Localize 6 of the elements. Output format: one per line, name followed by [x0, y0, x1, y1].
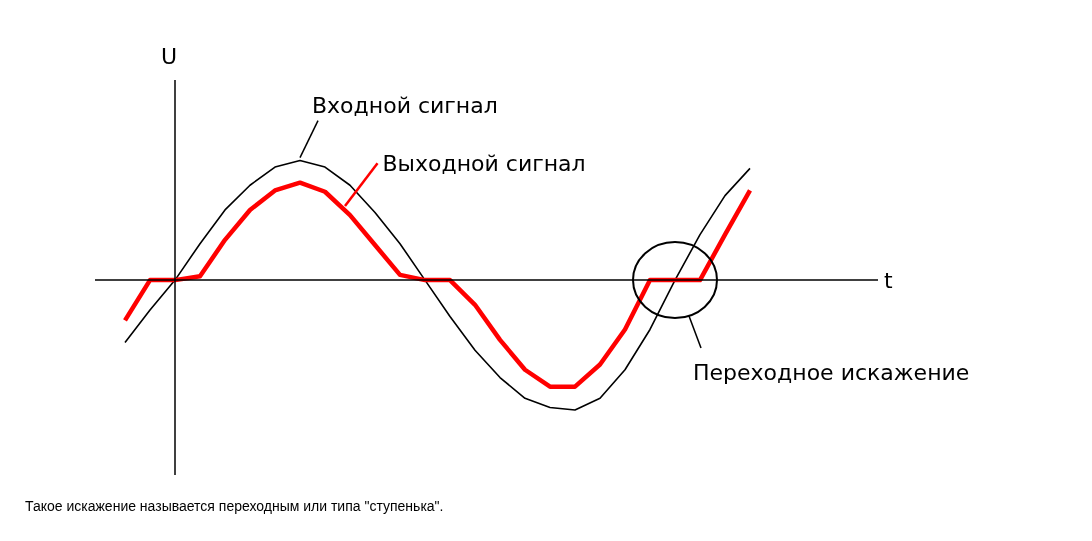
text: Входной сигнал: [312, 92, 498, 118]
x-axis-title: t: [884, 268, 893, 294]
annotation: Переходное искажение: [693, 360, 970, 386]
text: Такое искажение называется переходным или типа "ступенька".: [25, 498, 444, 514]
y-axis-title: U: [161, 44, 178, 69]
text: Выходной сигнал: [382, 151, 586, 177]
